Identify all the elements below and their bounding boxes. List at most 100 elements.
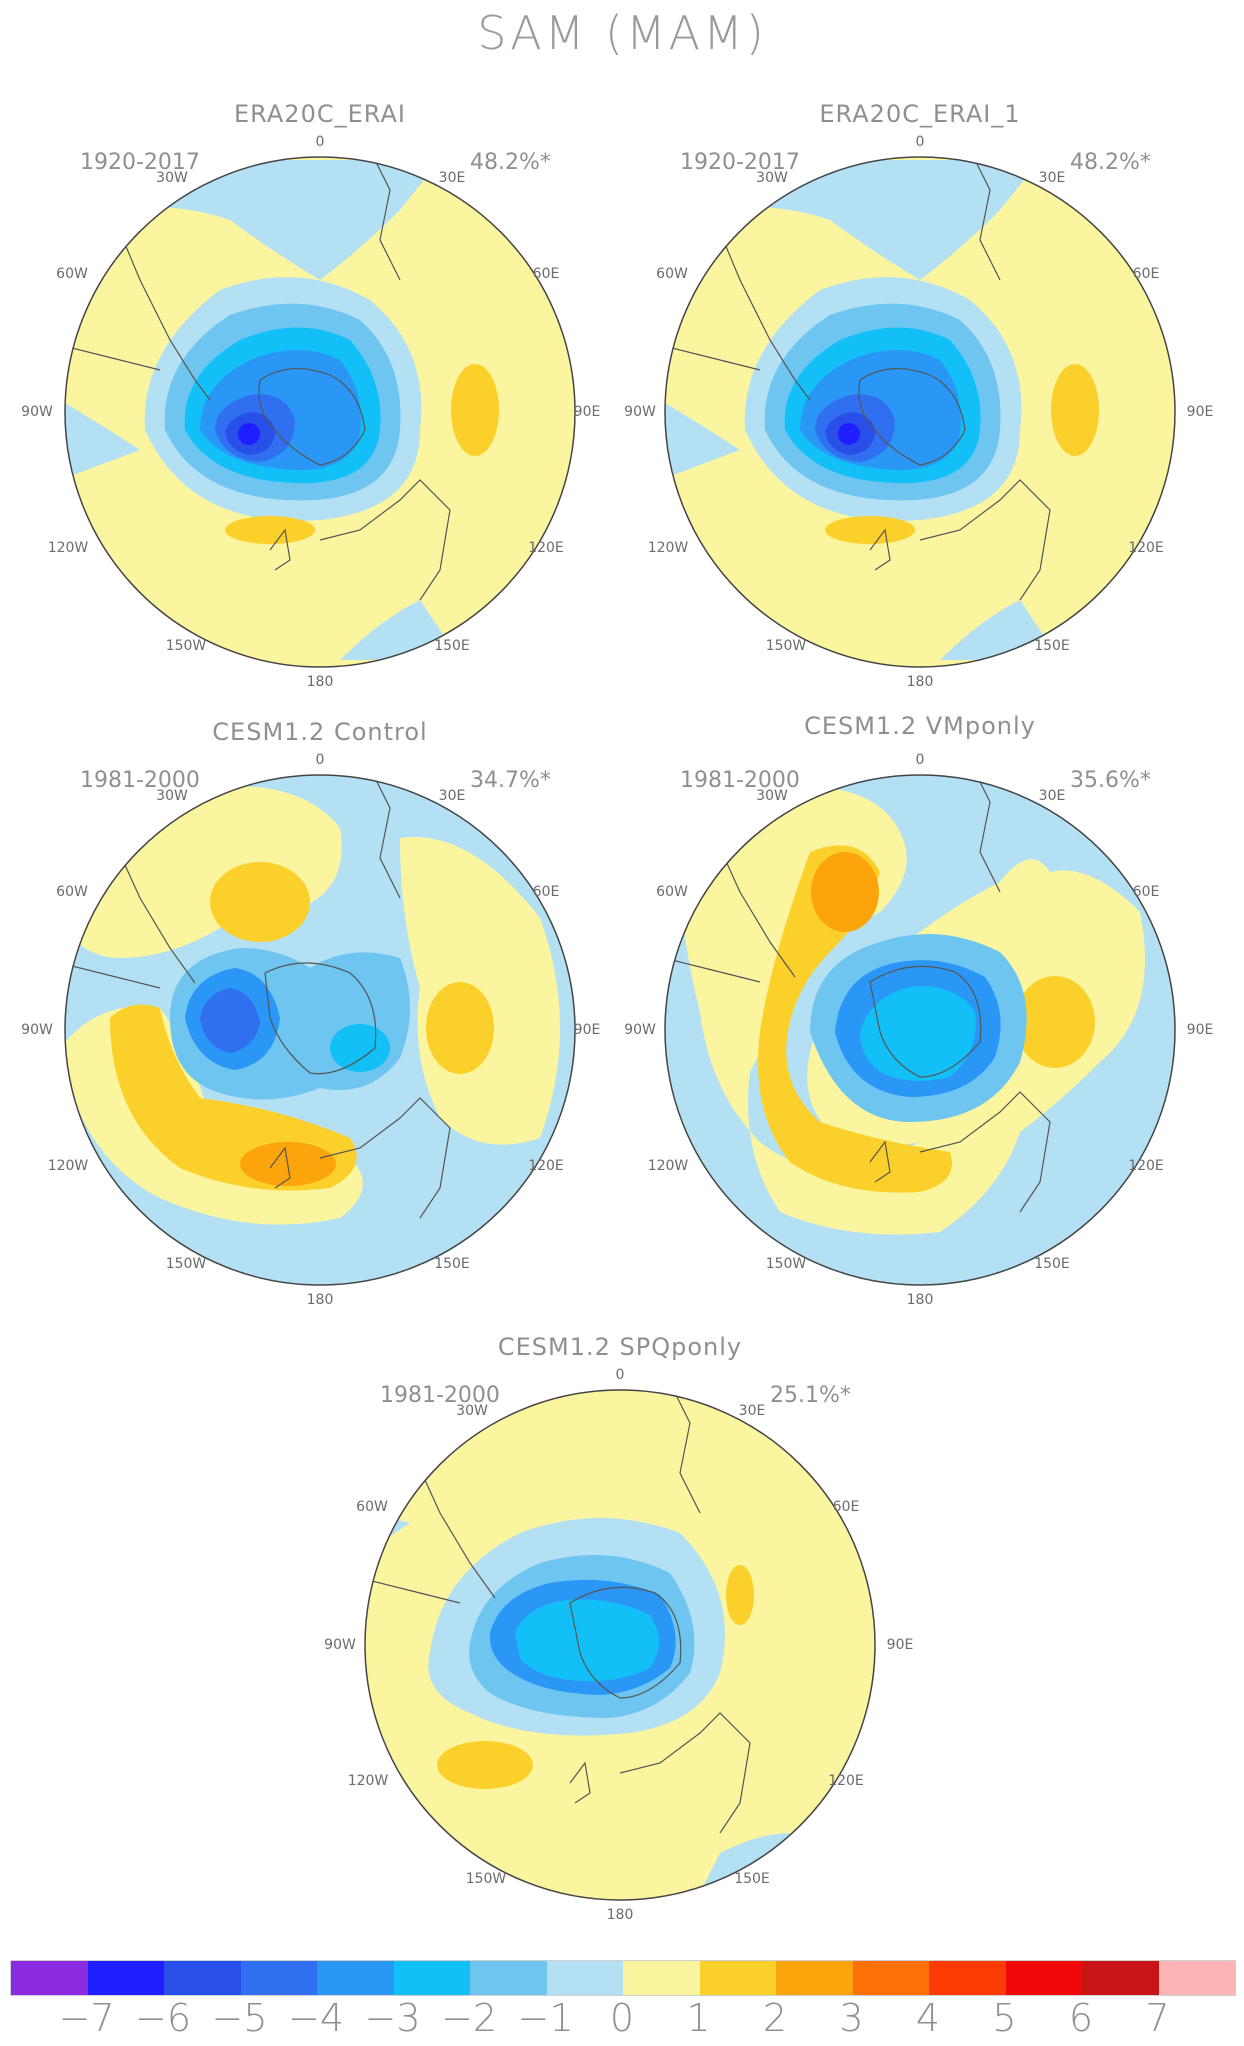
lon-label-90e: 90E	[886, 1637, 914, 1653]
map-panel-cesm-control: CESM1.2 Control 1981-2000 34.7%* 0 30E	[20, 718, 620, 1328]
lon-label-180: 180	[306, 1292, 334, 1308]
lon-label-0: 0	[915, 752, 925, 768]
panel-period: 1920-2017	[680, 150, 800, 175]
lon-label-120e: 120E	[1128, 1158, 1164, 1174]
colorbar-tick-label: −5	[211, 1996, 268, 2040]
lon-label-30w: 30W	[456, 1403, 488, 1419]
lon-label-120w: 120W	[347, 1773, 389, 1789]
lon-label-60w: 60W	[56, 266, 88, 282]
colorbar-cell	[87, 1961, 164, 1995]
lon-label-150e: 150E	[434, 1256, 470, 1272]
panel-title: ERA20C_ERAI_1	[819, 100, 1021, 128]
colorbar-cell	[929, 1961, 1006, 1995]
panel-title: CESM1.2 VMponly	[804, 712, 1036, 740]
panel-variance: 35.6%*	[1070, 768, 1151, 793]
lon-label-60e: 60E	[532, 266, 560, 282]
colorbar-cell	[546, 1961, 623, 1995]
panel-title: CESM1.2 SPQponly	[497, 1333, 743, 1361]
colorbar-tick-label: 2	[762, 1996, 788, 2040]
lon-label-150w: 150W	[165, 1256, 207, 1272]
lon-label-120w: 120W	[47, 1158, 89, 1174]
lon-label-150w: 150W	[465, 1871, 507, 1887]
colorbar-tick-label: 3	[839, 1996, 864, 2040]
colorbar-tick-label: 7	[1145, 1996, 1170, 2040]
lon-label-0: 0	[315, 134, 325, 150]
polar-map	[64, 156, 576, 668]
colorbar-tick-label: −2	[440, 1996, 498, 2040]
lon-label-120e: 120E	[828, 1773, 864, 1789]
colorbar-tick-label: 5	[992, 1996, 1017, 2040]
colorbar-cell	[1082, 1961, 1159, 1995]
figure-title: SAM (MAM)	[477, 6, 767, 60]
lon-label-30w: 30W	[156, 788, 188, 804]
polar-map	[364, 1389, 876, 1901]
lon-label-90e: 90E	[573, 1022, 601, 1038]
panel-title: ERA20C_ERAI	[234, 100, 406, 128]
lon-label-90e: 90E	[1186, 404, 1214, 420]
lon-label-0: 0	[615, 1367, 625, 1383]
colorbar-cell	[240, 1961, 317, 1995]
lon-label-90w: 90W	[624, 1022, 656, 1038]
lon-label-180: 180	[606, 1907, 634, 1923]
colorbar-cell	[623, 1961, 700, 1995]
panel-variance: 25.1%*	[770, 1383, 851, 1408]
colorbar-cell	[317, 1961, 394, 1995]
lon-label-30e: 30E	[1038, 788, 1066, 804]
colorbar-cell	[852, 1961, 929, 1995]
colorbar-tick-label: −7	[58, 1996, 115, 2040]
lon-label-90w: 90W	[21, 1022, 53, 1038]
lon-label-90e: 90E	[573, 404, 601, 420]
lon-label-90w: 90W	[21, 404, 53, 420]
lon-label-30w: 30W	[156, 170, 188, 186]
lon-label-60e: 60E	[832, 1499, 860, 1515]
colorbar-tick-label: −6	[134, 1996, 192, 2040]
colorbar-tick-label: −4	[287, 1996, 345, 2040]
lon-label-120w: 120W	[47, 540, 89, 556]
colorbar-cell	[1005, 1961, 1082, 1995]
colorbar-cell	[776, 1961, 853, 1995]
lon-label-60w: 60W	[356, 1499, 388, 1515]
polar-map	[64, 774, 576, 1286]
lon-label-180: 180	[906, 674, 934, 690]
lon-label-90w: 90W	[624, 404, 656, 420]
panel-period: 1981-2000	[380, 1383, 500, 1408]
colorbar-tick-label: 6	[1068, 1996, 1094, 2040]
lon-label-120e: 120E	[528, 1158, 564, 1174]
colorbar-ticks: −7 −6 −5 −4 −3 −2 −1 0 1 2 3 4 5 6 7	[10, 1996, 1234, 2046]
panel-title: CESM1.2 Control	[212, 718, 428, 746]
colorbar-tick-label: −1	[517, 1996, 574, 2040]
lon-label-60w: 60W	[656, 884, 688, 900]
lon-label-30w: 30W	[756, 170, 788, 186]
lon-label-0: 0	[915, 134, 925, 150]
panel-period: 1981-2000	[680, 768, 800, 793]
colorbar-cell	[1158, 1961, 1235, 1995]
colorbar-tick-label: 1	[686, 1996, 711, 2040]
lon-label-30w: 30W	[756, 788, 788, 804]
colorbar-tick-label: −3	[364, 1996, 421, 2040]
lon-label-60e: 60E	[1132, 266, 1160, 282]
colorbar-tick-label: 0	[609, 1996, 635, 2040]
colorbar-cell	[470, 1961, 547, 1995]
map-panel-era20c-erai: ERA20C_ERAI 1920-2017 48.2%* 0 30	[20, 100, 620, 710]
lon-label-150w: 150W	[765, 638, 807, 654]
panel-variance: 34.7%*	[470, 768, 551, 793]
lon-label-150w: 150W	[765, 1256, 807, 1272]
map-panel-cesm-vmponly: CESM1.2 VMponly 1981-2000 35.6%* 0 30E 6…	[620, 712, 1220, 1322]
lon-label-60e: 60E	[532, 884, 560, 900]
lon-label-60e: 60E	[1132, 884, 1160, 900]
panel-variance: 48.2%*	[1070, 150, 1151, 175]
lon-label-60w: 60W	[56, 884, 88, 900]
panel-period: 1981-2000	[80, 768, 200, 793]
lon-label-90e: 90E	[1186, 1022, 1214, 1038]
lon-label-180: 180	[906, 1292, 934, 1308]
lon-label-30e: 30E	[1038, 170, 1066, 186]
polar-map	[664, 774, 1176, 1286]
lon-label-120w: 120W	[647, 540, 689, 556]
map-panel-era20c-erai-1: ERA20C_ERAI_1 1920-2017 48.2%* 0	[620, 100, 1220, 710]
panel-period: 1920-2017	[80, 150, 200, 175]
colorbar-cell	[11, 1961, 88, 1995]
lon-label-120w: 120W	[647, 1158, 689, 1174]
lon-label-150e: 150E	[1034, 638, 1070, 654]
colorbar	[10, 1960, 1236, 1996]
lon-label-120e: 120E	[1128, 540, 1164, 556]
